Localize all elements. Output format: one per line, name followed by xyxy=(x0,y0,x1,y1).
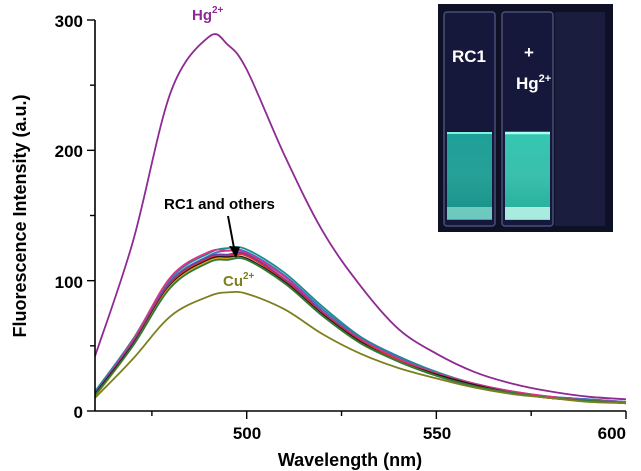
x-tick-label-550: 550 xyxy=(423,424,451,443)
x-tick-label-500: 500 xyxy=(233,424,261,443)
inset-photo: RC1 + Hg2+ xyxy=(438,4,613,232)
annotation-arrow-shaft xyxy=(227,215,235,249)
y-tick-label-0: 0 xyxy=(74,403,83,422)
inset-label-hg: Hg2+ xyxy=(516,73,551,93)
y-axis-title: Fluorescence Intensity (a.u.) xyxy=(10,94,30,337)
annotation-cu-sup: 2+ xyxy=(243,271,255,282)
x-tick-label-600: 600 xyxy=(598,424,626,443)
cuvette-right-liquid xyxy=(505,133,550,219)
annotation-cu: Cu2+ xyxy=(223,271,255,290)
annotation-hg: Hg2+ xyxy=(192,5,224,24)
inset-label-hg-sup: 2+ xyxy=(539,73,552,85)
y-tick-label-100: 100 xyxy=(55,273,83,292)
cuvette-left-base-glow xyxy=(447,207,492,220)
annotation-rc1-others: RC1 and others xyxy=(164,196,275,213)
cuvette-left-liquid xyxy=(447,133,492,219)
cuvette-right-base-glow xyxy=(505,207,550,220)
series-lines xyxy=(95,33,626,405)
annotation-hg-sup: 2+ xyxy=(212,5,224,16)
y-tick-label-200: 200 xyxy=(55,142,83,161)
series-line-0 xyxy=(95,33,626,401)
annotation-hg-base: Hg xyxy=(192,7,212,24)
annotation-cu-base: Cu xyxy=(223,273,243,290)
series-line-9 xyxy=(95,290,626,405)
series-line-1 xyxy=(95,246,626,403)
inset-label-hg-base: Hg xyxy=(516,74,539,93)
axis-ticks xyxy=(87,19,627,419)
inset-label-plus: + xyxy=(524,43,534,62)
annotation-arrow-head xyxy=(229,246,240,258)
inset-label-rc1: RC1 xyxy=(452,47,486,66)
y-tick-label-300: 300 xyxy=(55,12,83,31)
x-axis-title: Wavelength (nm) xyxy=(278,450,422,470)
series-line-3 xyxy=(95,248,626,403)
right-cuvette-edge xyxy=(555,12,605,226)
